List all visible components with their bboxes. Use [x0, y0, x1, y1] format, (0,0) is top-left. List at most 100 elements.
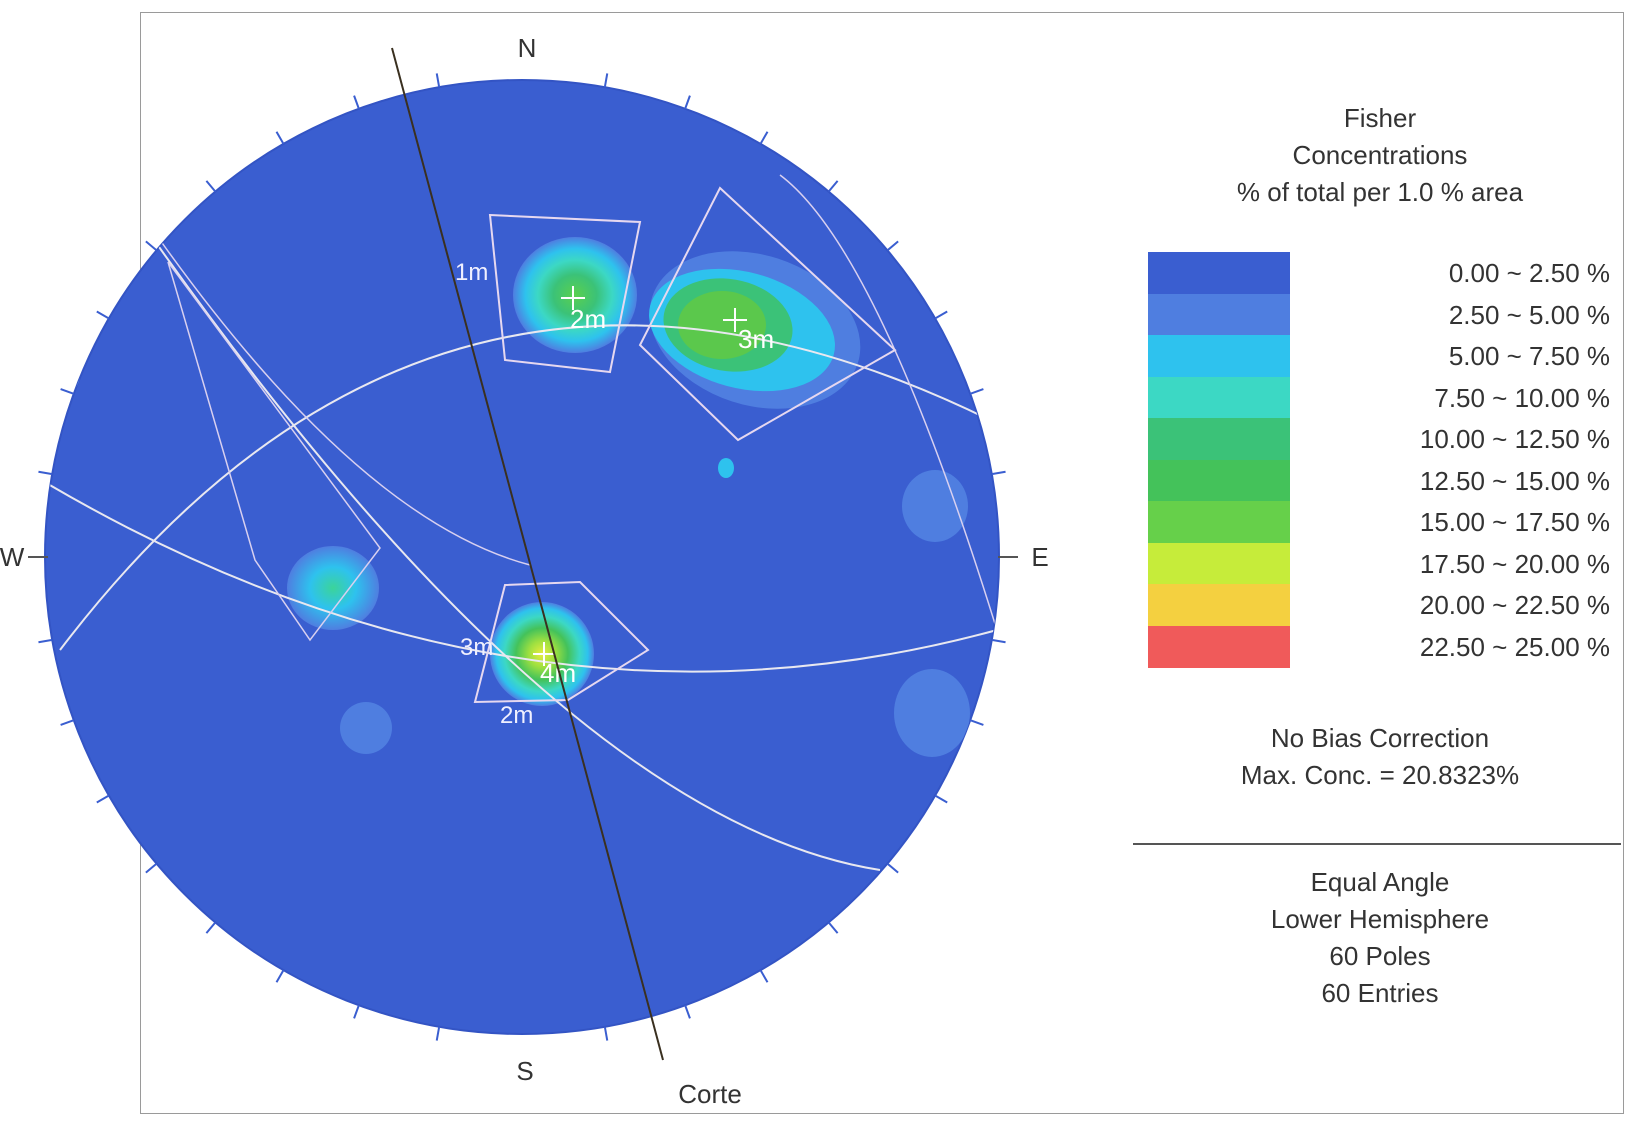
west-label: W: [0, 542, 25, 572]
max-concentration-text: Max. Conc. = 20.8323%: [1240, 760, 1520, 790]
legend-divider: [1133, 843, 1621, 845]
legend-range-label: 12.50 ~ 15.00 %: [1419, 465, 1610, 496]
perimeter-tick: [969, 388, 984, 395]
perimeter-tick: [969, 719, 984, 726]
legend-swatch: [1148, 252, 1290, 295]
perimeter-tick: [353, 1004, 360, 1019]
perimeter-tick: [205, 921, 217, 934]
legend-swatch: [1148, 418, 1290, 461]
pole-marker-3m: [723, 308, 747, 332]
legend-range-label: 5.00 ~ 7.50 %: [1448, 341, 1610, 371]
set-label-1m: 1m: [455, 259, 488, 286]
legend-range-label: 10.00 ~ 12.50 %: [1419, 424, 1610, 454]
legend-title-line-2: Concentrations: [1292, 140, 1468, 170]
perimeter-tick: [684, 95, 691, 110]
corte-line: [391, 47, 664, 1061]
set-window-2m: [488, 213, 642, 374]
perimeter-tick: [96, 310, 110, 320]
concentration-minor-sw: [340, 702, 392, 754]
perimeter-tick: [38, 470, 53, 476]
perimeter-tick: [991, 470, 1006, 476]
legend-projection-info: Equal Angle Lower Hemisphere 60 Poles 60…: [1140, 864, 1620, 1012]
set-window-3m: [638, 186, 897, 442]
set-label-3m: 3m: [738, 324, 774, 354]
legend-stats: No Bias Correction Max. Conc. = 20.8323%: [1140, 720, 1620, 794]
concentration-minor-center: [718, 458, 734, 478]
pole-marker-4m: [533, 642, 555, 666]
legend-range-label: 17.50 ~ 20.00 %: [1419, 548, 1610, 579]
concentration-minor-e2: [894, 669, 970, 757]
bias-correction-text: No Bias Correction: [1270, 723, 1490, 753]
great-circle-2: [59, 324, 991, 651]
perimeter-tick: [145, 862, 158, 874]
perimeter-tick: [38, 638, 53, 644]
perimeter-tick: [60, 719, 75, 726]
perimeter-tick: [886, 240, 899, 252]
perimeter-tick: [684, 1004, 691, 1019]
legend-swatch: [1148, 584, 1290, 627]
perimeter-tick: [275, 969, 285, 983]
north-label: N: [518, 33, 537, 63]
set-label-2m: 2m: [570, 304, 606, 334]
perimeter-tick: [759, 131, 769, 145]
perimeter-tick: [603, 73, 609, 88]
pole-marker-2m: [561, 286, 585, 310]
legend-range-label: 7.50 ~ 10.00 %: [1434, 382, 1610, 413]
legend-swatch: [1148, 501, 1290, 544]
perimeter-tick: [759, 969, 769, 983]
legend-range-label: 20.00 ~ 22.50 %: [1419, 590, 1610, 620]
hemisphere-text: Lower Hemisphere: [1270, 904, 1490, 934]
great-circle-1: [47, 483, 998, 673]
south-label: S: [516, 1056, 533, 1086]
legend-swatch: [1148, 542, 1290, 585]
set-window-west: [167, 261, 381, 642]
perimeter-tick: [145, 240, 158, 252]
perimeter-tick: [60, 388, 75, 395]
perimeter-tick: [827, 180, 839, 193]
concentration-minor-e1: [902, 470, 968, 542]
perimeter-tick: [991, 638, 1006, 644]
legend-range-label: 22.50 ~ 25.00 %: [1419, 631, 1610, 662]
projection-text: Equal Angle: [1310, 867, 1450, 897]
concentration-minor-w: [45, 353, 80, 397]
corte-label: Corte: [678, 1079, 742, 1109]
concentration-3m-core: [678, 291, 766, 359]
legend-title-line-3: % of total per 1.0 % area: [1236, 177, 1524, 207]
entries-text: 60 Entries: [1321, 978, 1439, 1008]
great-circle-4: [159, 239, 531, 566]
legend-range-label: 0.00 ~ 2.50 %: [1448, 258, 1610, 288]
legend-swatch: [1148, 376, 1290, 419]
east-label: E: [1031, 542, 1048, 572]
perimeter-tick: [603, 1026, 609, 1041]
great-circle-3: [139, 219, 881, 871]
set-label-4m: 4m: [540, 658, 576, 688]
perimeter-ticks: [38, 73, 1006, 1041]
concentration-west: [287, 546, 379, 630]
legend-range-label: 2.50 ~ 5.00 %: [1448, 299, 1610, 330]
perimeter-tick: [353, 95, 360, 110]
legend-title: Fisher Concentrations % of total per 1.0…: [1140, 100, 1620, 211]
legend-range-label: 15.00 ~ 17.50 %: [1419, 507, 1610, 537]
concentration-2m: [513, 237, 637, 353]
perimeter-tick: [435, 1026, 441, 1041]
perimeter-tick: [96, 794, 110, 804]
set-label-3m-lower: 3m: [460, 634, 493, 661]
perimeter-tick: [205, 180, 217, 193]
perimeter-tick: [934, 794, 948, 804]
perimeter-tick: [827, 921, 839, 934]
legend-swatch: [1148, 335, 1290, 378]
poles-text: 60 Poles: [1329, 941, 1431, 971]
set-label-2m-lower: 2m: [500, 702, 533, 729]
perimeter-tick: [934, 310, 948, 320]
perimeter-tick: [886, 862, 899, 874]
set-window-4m: [473, 580, 650, 704]
great-circle-5: [779, 174, 999, 641]
perimeter-tick: [275, 131, 285, 145]
legend-swatch: [1148, 459, 1290, 502]
perimeter-tick: [435, 73, 441, 88]
legend-swatch: [1148, 293, 1290, 336]
legend-swatch: [1148, 625, 1290, 668]
legend-title-line-1: Fisher: [1343, 103, 1417, 133]
